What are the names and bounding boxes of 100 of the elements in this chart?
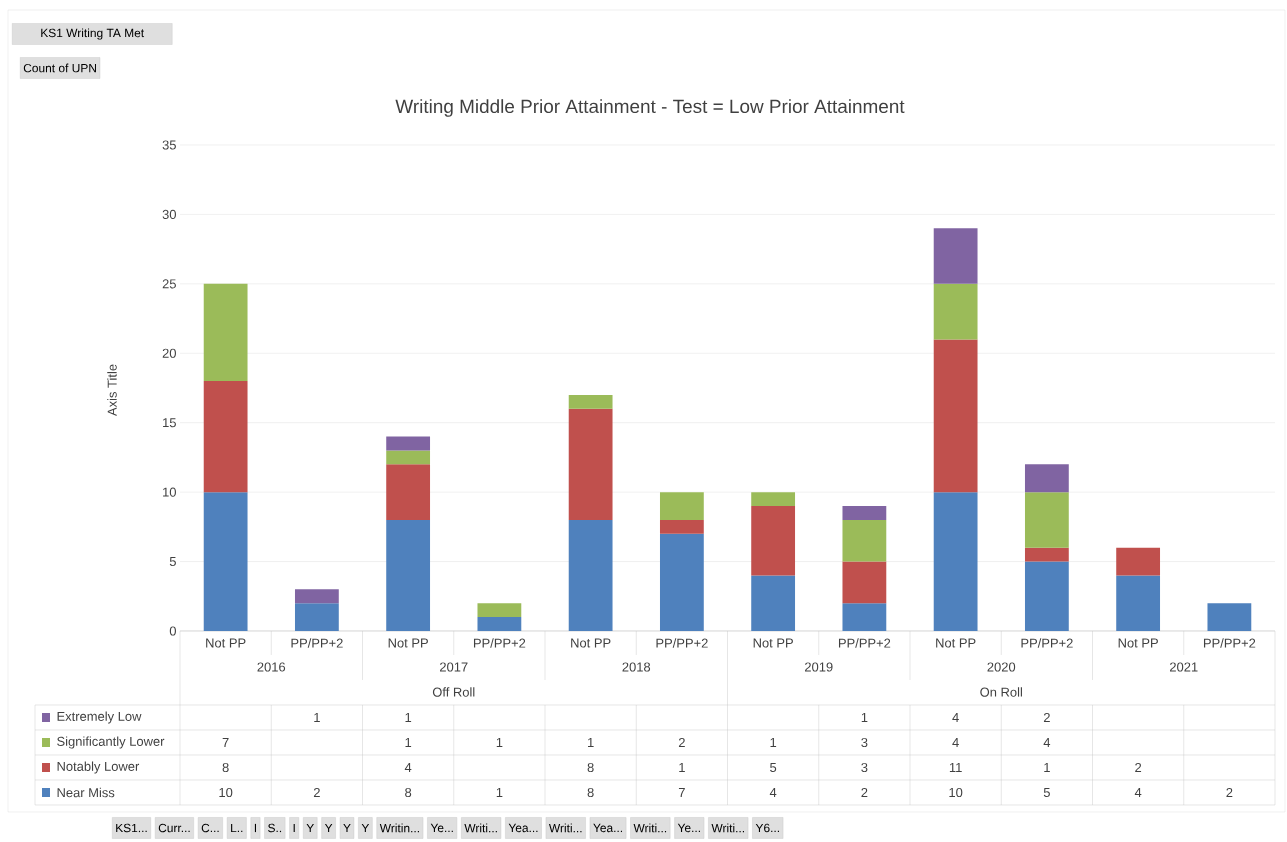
x-tick-label: PP/PP+2: [291, 638, 343, 648]
data-label: 4: [952, 738, 959, 747]
y-tick-label: 10: [163, 487, 176, 497]
x-tick-label: PP/PP+2: [656, 638, 708, 648]
y-axis-title: Axis Title: [107, 364, 117, 416]
y-tick-label: 15: [163, 418, 176, 428]
text: I: [254, 823, 257, 833]
bar: [386, 464, 431, 520]
data-label: 1: [679, 763, 685, 772]
bar: [203, 492, 248, 631]
data-label: 5: [1043, 787, 1050, 797]
data-label: 2: [861, 787, 868, 798]
bar: [842, 603, 887, 631]
data-label: 4: [952, 713, 959, 722]
x-tick-label: PP/PP+2: [838, 638, 891, 648]
text: 2019: [805, 662, 833, 672]
bar: [568, 394, 613, 409]
data-label: 1: [496, 738, 503, 747]
chart-title: Writing Middle Prior Attainment - Test = Low Prior Attainment: [395, 99, 905, 117]
bar: [751, 575, 796, 631]
text: 2018: [622, 662, 651, 672]
data-label: 3: [861, 737, 868, 748]
bar: [933, 339, 978, 493]
data-label: 8: [587, 787, 594, 798]
y-tick-label: 35: [162, 140, 176, 150]
text: 2021: [1170, 662, 1198, 672]
data-label: 5: [770, 762, 777, 772]
data-label: 4: [404, 763, 412, 772]
text: Y6...: [755, 823, 779, 833]
text: KS1 Writing TA Met: [41, 28, 145, 40]
data-label: 7: [678, 788, 685, 797]
text: C...: [201, 823, 219, 833]
legend-label: Near Miss: [57, 787, 115, 798]
data-label: 1: [770, 738, 777, 747]
text: L..: [231, 823, 243, 833]
text: Y: [324, 823, 333, 833]
text: Writi...: [464, 823, 497, 833]
text: 2020: [987, 662, 1016, 672]
text: Writi...: [633, 823, 667, 833]
data-label: 1: [496, 788, 503, 797]
text: Yea...: [508, 823, 538, 833]
y-tick-label: 25: [162, 279, 176, 289]
text: Count of UPN: [23, 63, 96, 73]
data-label: 8: [405, 787, 412, 798]
bar: [751, 492, 796, 507]
data-label: 11: [949, 763, 962, 772]
bar: [659, 533, 704, 631]
bar: [1207, 603, 1252, 631]
data-label: 1: [861, 713, 868, 722]
y-tick-label: 20: [162, 348, 176, 358]
bar: [386, 450, 431, 465]
bar: [1116, 547, 1161, 576]
bar: [842, 506, 887, 520]
data-label: 4: [769, 788, 777, 797]
x-tick-label: PP/PP+2: [1021, 638, 1073, 648]
text: KS1...: [116, 823, 147, 833]
text: Writi...: [548, 823, 582, 833]
x-tick-label: PP/PP+2: [473, 638, 526, 648]
data-label: 2: [1135, 762, 1142, 773]
data-label: 1: [405, 713, 412, 722]
data-label: 7: [222, 738, 229, 747]
bar: [386, 519, 431, 631]
bar: [1024, 561, 1069, 631]
text: On Roll: [980, 687, 1022, 697]
bar: [659, 492, 704, 520]
bar: [751, 506, 796, 576]
text: Ye...: [430, 823, 453, 833]
text: S..: [268, 823, 282, 833]
x-tick-label: Not PP: [936, 638, 976, 648]
text: Writin...: [379, 823, 419, 833]
text: Y: [343, 823, 351, 833]
data-label: 4: [1134, 788, 1142, 797]
text: Curr...: [158, 823, 190, 833]
data-label: 10: [219, 787, 233, 798]
data-label: 10: [949, 787, 963, 798]
text: Y: [361, 823, 370, 833]
bar: [659, 519, 704, 534]
text: Y: [306, 823, 314, 833]
x-tick-label: Not PP: [388, 638, 428, 648]
x-tick-label: Not PP: [753, 638, 793, 648]
bar: [477, 603, 522, 618]
y-tick-label: 0: [169, 626, 176, 636]
text: Ye...: [677, 823, 700, 833]
x-tick-label: PP/PP+2: [1203, 638, 1256, 648]
data-label: 8: [222, 762, 229, 773]
bar: [842, 519, 887, 562]
data-label: 2: [1043, 712, 1050, 723]
bar: [1024, 464, 1069, 493]
bar: [386, 436, 431, 451]
bar: [1116, 575, 1161, 631]
bar: [842, 561, 887, 604]
data-label: 3: [861, 762, 868, 773]
legend-label: Notably Lower: [57, 761, 140, 774]
bar: [933, 492, 978, 631]
bar: [933, 283, 978, 340]
text: 2016: [257, 662, 286, 672]
bar: [294, 589, 339, 604]
text: 2017: [440, 662, 468, 672]
bar: [1024, 492, 1069, 548]
x-tick-label: Not PP: [1118, 638, 1158, 648]
